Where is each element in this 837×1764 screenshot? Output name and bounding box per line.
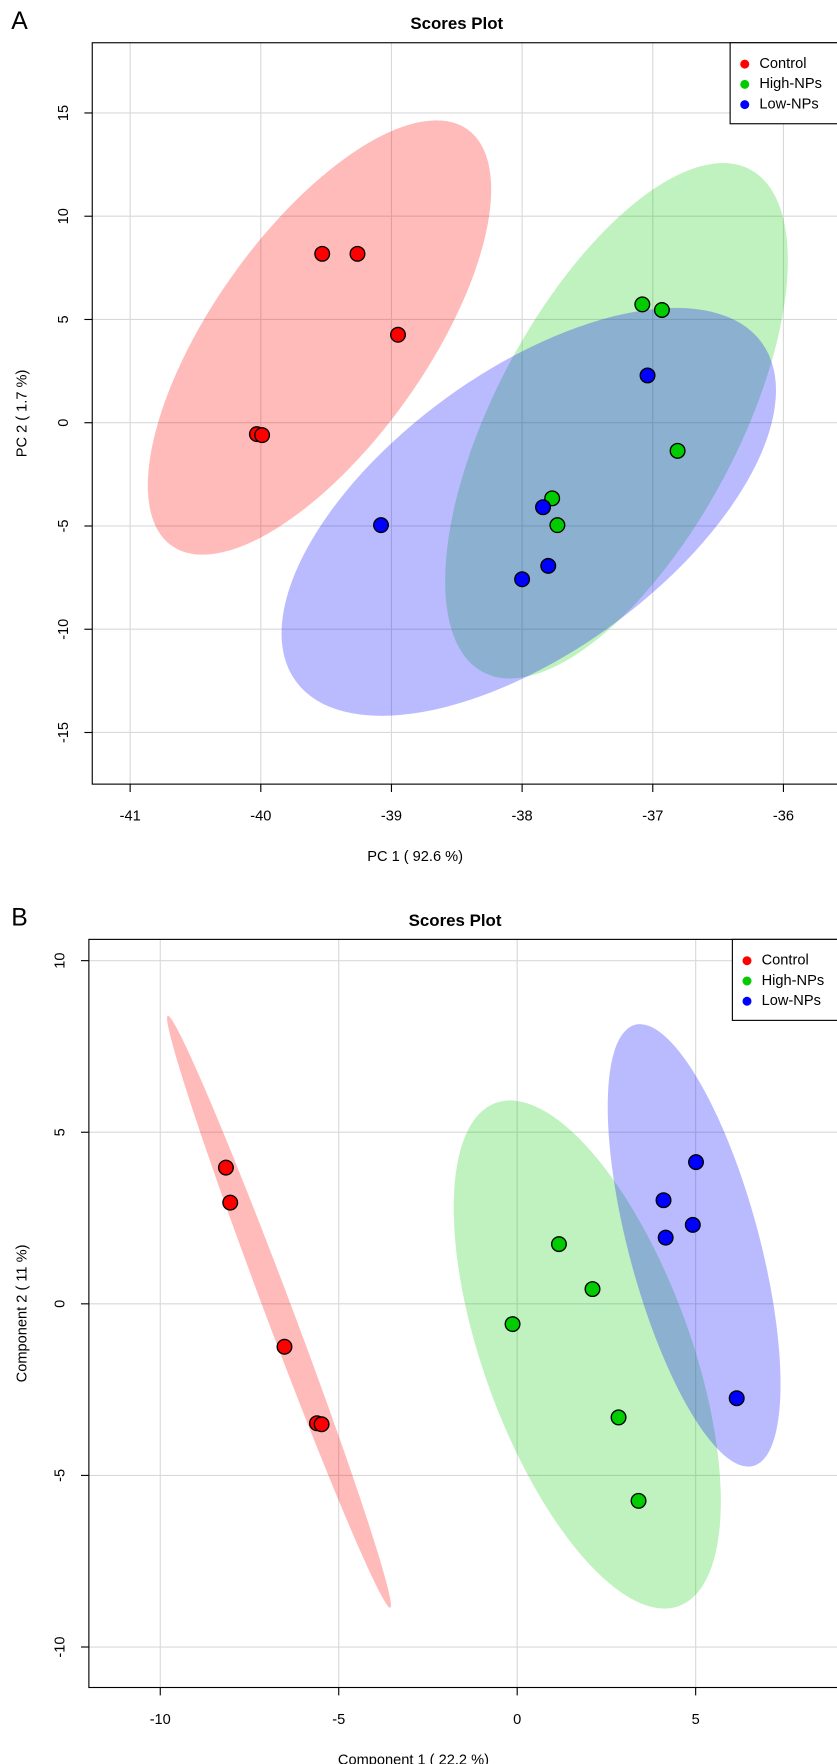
ellipse xyxy=(607,1024,781,1467)
ellipse xyxy=(281,307,776,716)
panel-label: B xyxy=(11,905,28,932)
x-tick-label: -37 xyxy=(642,809,663,825)
y-axis-label: PC 2 ( 1.7 %) xyxy=(14,370,30,458)
x-tick-label: 5 xyxy=(692,1712,700,1728)
chart-title: Scores Plot xyxy=(410,14,503,33)
point xyxy=(314,245,331,262)
point xyxy=(634,296,651,313)
x-tick-label: -36 xyxy=(773,809,794,825)
x-axis-label: PC 1 ( 92.6 %) xyxy=(367,849,463,865)
x-tick-label: -5 xyxy=(332,1712,345,1728)
y-tick-label: -5 xyxy=(53,1469,69,1482)
y-tick-label: 10 xyxy=(56,208,72,224)
point xyxy=(504,1316,521,1333)
point xyxy=(390,326,406,343)
y-tick-label: -5 xyxy=(56,519,72,532)
x-axis-label: Component 1 ( 22.2 %) xyxy=(338,1752,489,1764)
x-tick-label: -10 xyxy=(150,1712,171,1728)
point xyxy=(610,1409,627,1426)
point xyxy=(254,427,271,444)
x-tick-label: -41 xyxy=(120,809,141,825)
point xyxy=(728,1390,745,1407)
point xyxy=(550,1236,567,1253)
legend-label: Low-NPs xyxy=(759,96,818,112)
point xyxy=(630,1492,647,1509)
y-tick-label: 15 xyxy=(56,105,72,121)
points xyxy=(217,1154,745,1509)
point xyxy=(669,442,686,459)
legend-marker xyxy=(740,79,750,89)
point xyxy=(535,499,552,516)
plot-frame xyxy=(91,42,837,785)
y-tick-label: 10 xyxy=(53,953,69,969)
x-tick-label: 0 xyxy=(513,1712,521,1728)
plot-frame xyxy=(88,938,837,1689)
point xyxy=(688,1154,705,1171)
x-tick-label: -40 xyxy=(250,809,271,825)
legend: Control High-NPs Low-NPs xyxy=(731,938,837,1021)
legend-label: Control xyxy=(762,953,809,969)
y-tick-label: 0 xyxy=(53,1300,69,1308)
confidence-ellipses xyxy=(147,120,788,716)
y-tick-label: 5 xyxy=(56,315,72,323)
point xyxy=(217,1159,234,1176)
point xyxy=(639,367,656,384)
y-tick-label: -15 xyxy=(56,722,72,743)
legend-marker xyxy=(742,956,752,966)
point xyxy=(584,1281,601,1298)
legend-label: High-NPs xyxy=(759,76,822,92)
point xyxy=(655,1192,672,1209)
point xyxy=(653,301,670,318)
point xyxy=(540,557,557,574)
chart: A Scores Plot -41 -40 -39 -38 -37 -36 -15 -10 -5 0 5… xyxy=(11,8,837,865)
ellipse xyxy=(453,1100,721,1609)
chart-title: Scores Plot xyxy=(409,911,502,930)
point xyxy=(514,571,531,588)
points xyxy=(248,245,686,588)
y-tick-label: 0 xyxy=(56,419,72,427)
y-axis-label: Component 2 ( 11 %) xyxy=(14,1245,30,1383)
y-tick-label: -10 xyxy=(53,1636,69,1657)
point xyxy=(657,1229,674,1246)
legend-label: High-NPs xyxy=(762,973,825,989)
point xyxy=(373,517,389,534)
x-tick-label: -39 xyxy=(381,809,402,825)
chart: B Scores Plot -10 -5 0 5 -10 -5 0 5 10 Component 1 … xyxy=(11,905,837,1764)
y-tick-label: 5 xyxy=(53,1128,69,1136)
point xyxy=(222,1194,239,1211)
x-tick-label: -38 xyxy=(512,809,533,825)
point xyxy=(684,1216,701,1233)
y-tick-label: -10 xyxy=(56,619,72,640)
legend-marker xyxy=(740,100,750,110)
ellipse xyxy=(445,163,788,679)
legend: Control High-NPs Low-NPs xyxy=(729,42,837,125)
legend-label: Low-NPs xyxy=(762,993,821,1009)
point xyxy=(549,517,566,534)
point xyxy=(276,1338,293,1355)
panel-label: A xyxy=(11,8,28,35)
legend-label: Control xyxy=(759,56,806,72)
point xyxy=(349,245,366,262)
legend-marker xyxy=(742,976,752,986)
point xyxy=(313,1416,330,1433)
legend-marker xyxy=(740,59,750,69)
ellipse xyxy=(147,120,492,555)
legend-marker xyxy=(742,996,752,1006)
